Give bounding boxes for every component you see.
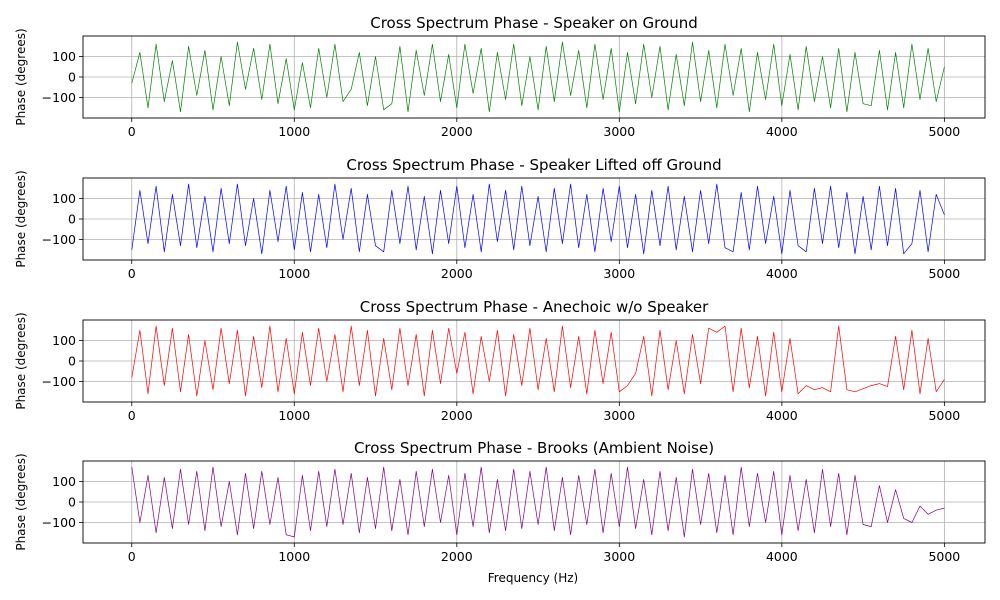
x-tick-label: 5000 xyxy=(928,408,960,423)
phase-series-line xyxy=(131,183,945,255)
x-tick-label: 2000 xyxy=(441,124,473,139)
x-tick-label: 4000 xyxy=(766,266,798,281)
phase-series-line xyxy=(131,325,945,397)
y-tick-label: −100 xyxy=(42,232,76,247)
subplot-title: Cross Spectrum Phase - Brooks (Ambient N… xyxy=(354,439,714,457)
x-tick-label: 0 xyxy=(128,124,136,139)
y-tick-label: 100 xyxy=(52,49,76,64)
y-axis-label: Phase (degrees) xyxy=(14,28,28,125)
subplot-1: Cross Spectrum Phase - Speaker on Ground… xyxy=(14,14,986,139)
phase-series-line xyxy=(131,466,945,538)
subplot-title: Cross Spectrum Phase - Speaker on Ground xyxy=(370,14,697,32)
x-tick-label: 5000 xyxy=(928,124,960,139)
x-tick-label: 5000 xyxy=(928,549,960,564)
x-tick-label: 1000 xyxy=(278,549,310,564)
x-tick-label: 2000 xyxy=(441,266,473,281)
subplot-title: Cross Spectrum Phase - Anechoic w/o Spea… xyxy=(360,298,709,316)
phase-series-line xyxy=(131,41,945,113)
subplot-3: Cross Spectrum Phase - Anechoic w/o Spea… xyxy=(14,298,986,423)
y-tick-label: 100 xyxy=(52,474,76,489)
x-tick-label: 2000 xyxy=(441,549,473,564)
x-tick-label: 0 xyxy=(128,266,136,281)
subplot-4: Cross Spectrum Phase - Brooks (Ambient N… xyxy=(14,439,986,564)
y-tick-label: −100 xyxy=(42,515,76,530)
x-axis-label: Frequency (Hz) xyxy=(488,571,579,585)
y-tick-label: −100 xyxy=(42,374,76,389)
x-tick-label: 3000 xyxy=(603,124,635,139)
x-tick-label: 3000 xyxy=(603,549,635,564)
y-axis-label: Phase (degrees) xyxy=(14,453,28,550)
x-tick-label: 1000 xyxy=(278,408,310,423)
x-tick-label: 3000 xyxy=(603,266,635,281)
x-tick-label: 3000 xyxy=(603,408,635,423)
y-tick-label: 0 xyxy=(68,212,76,227)
y-tick-label: 100 xyxy=(52,333,76,348)
x-tick-label: 0 xyxy=(128,549,136,564)
y-tick-label: 100 xyxy=(52,191,76,206)
y-tick-label: −100 xyxy=(42,90,76,105)
x-tick-label: 4000 xyxy=(766,408,798,423)
x-tick-label: 4000 xyxy=(766,124,798,139)
x-tick-label: 5000 xyxy=(928,266,960,281)
y-tick-label: 0 xyxy=(68,70,76,85)
x-tick-label: 4000 xyxy=(766,549,798,564)
x-tick-label: 1000 xyxy=(278,124,310,139)
x-tick-label: 2000 xyxy=(441,408,473,423)
y-axis-label: Phase (degrees) xyxy=(14,312,28,409)
y-axis-label: Phase (degrees) xyxy=(14,170,28,267)
subplot-2: Cross Spectrum Phase - Speaker Lifted of… xyxy=(14,156,986,281)
y-tick-label: 0 xyxy=(68,354,76,369)
subplot-title: Cross Spectrum Phase - Speaker Lifted of… xyxy=(346,156,721,174)
x-tick-label: 0 xyxy=(128,408,136,423)
subplot-panels: Cross Spectrum Phase - Speaker on Ground… xyxy=(14,14,986,564)
y-tick-label: 0 xyxy=(68,495,76,510)
x-tick-label: 1000 xyxy=(278,266,310,281)
